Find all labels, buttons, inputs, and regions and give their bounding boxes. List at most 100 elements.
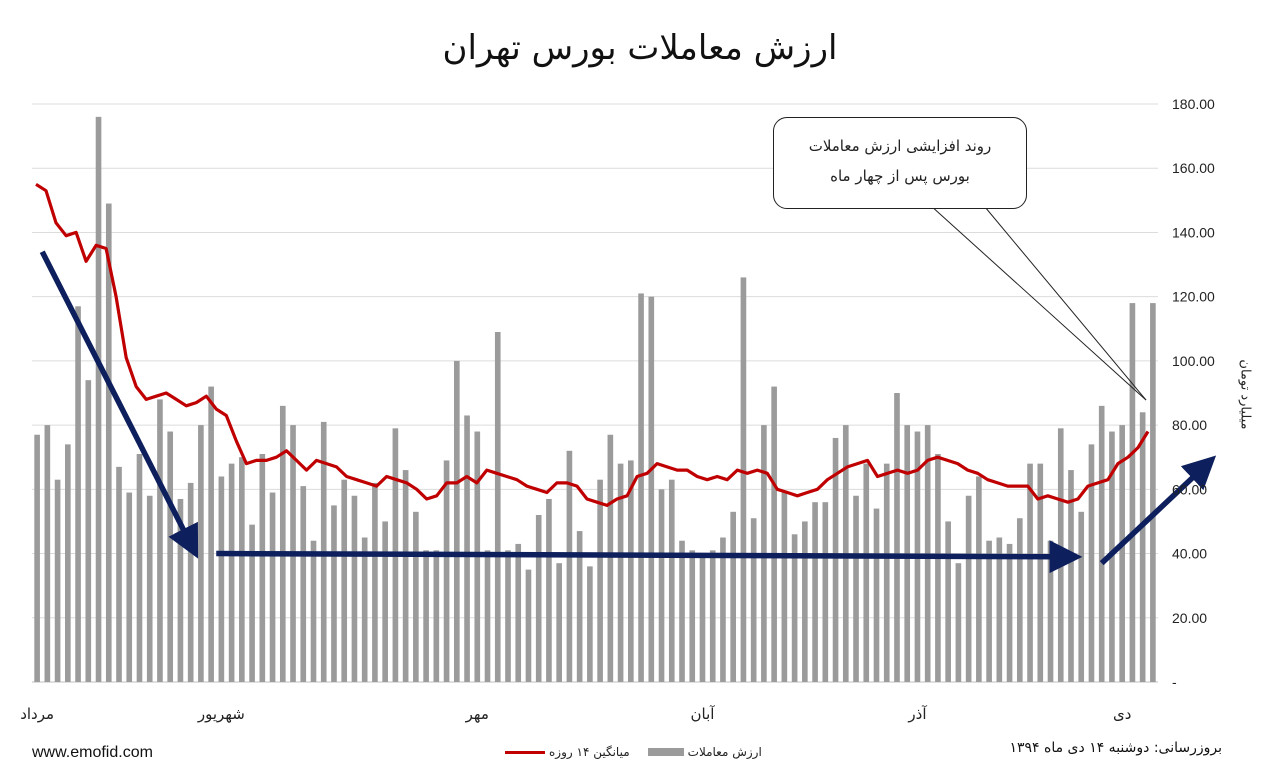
bar: [822, 502, 829, 682]
bar: [945, 521, 951, 682]
bar: [44, 425, 51, 682]
bar: [546, 498, 552, 682]
bar: [494, 331, 501, 682]
bar: [638, 293, 644, 682]
legend-item-bars: ارزش معاملات: [647, 745, 762, 759]
bar: [832, 437, 839, 682]
bar: [863, 463, 870, 682]
bar: [1006, 543, 1013, 682]
bar: [54, 479, 61, 682]
bar: [413, 511, 419, 682]
bar: [34, 434, 40, 682]
bar: [177, 498, 184, 682]
trend-arrows: [39, 250, 1217, 574]
bar: [1016, 518, 1023, 682]
bar: [781, 492, 788, 682]
bar: [617, 463, 624, 682]
y-tick-label: -: [1172, 674, 1177, 690]
legend-label-bars: ارزش معاملات: [687, 745, 762, 759]
bar: [894, 393, 900, 682]
bar: [689, 550, 696, 682]
bar: [65, 444, 71, 682]
callout-pointer: [929, 204, 1147, 401]
callout-line-2: بورس پس از چهار ماه: [830, 167, 970, 185]
bar: [986, 540, 992, 682]
bar: [955, 563, 962, 682]
bar: [1119, 425, 1125, 682]
legend: ارزش معاملات میانگین ۱۴ روزه: [505, 745, 762, 759]
y-tick-label: 120.00: [1172, 289, 1215, 305]
bar: [576, 531, 583, 682]
bar: [331, 505, 337, 682]
y-tick-label: 20.00: [1172, 610, 1207, 626]
bar: [1129, 303, 1136, 682]
trend-arrow: [216, 540, 1083, 574]
callout-pointer-line: [929, 204, 1147, 401]
bar: [740, 277, 747, 682]
bar: [607, 434, 614, 682]
chart-title: ارزش معاملات بورس تهران: [442, 28, 838, 68]
bar: [628, 460, 634, 682]
line-series: [35, 182, 1150, 507]
bar: [853, 495, 859, 682]
bar: [730, 511, 737, 682]
y-tick-label: 80.00: [1172, 417, 1207, 433]
bar: [167, 431, 174, 682]
y-tick-label: 180.00: [1172, 96, 1215, 112]
bar: [300, 486, 307, 682]
x-month-labels: مرداد شهریور مهر آبان آذر دی: [20, 705, 1131, 723]
trend-arrow: [39, 250, 199, 559]
bar: [1150, 303, 1156, 682]
bar: [658, 489, 665, 682]
bar: [372, 482, 378, 682]
bar: [157, 399, 163, 682]
bar: [699, 556, 706, 682]
annotation-callout: روند افزایشی ارزش معاملات بورس پس از چها…: [773, 117, 1027, 209]
bar: [709, 550, 716, 682]
bar: [679, 540, 685, 682]
bar: [453, 360, 460, 682]
bar: [464, 415, 470, 682]
bar: [310, 540, 317, 682]
bar: [95, 116, 102, 683]
bar: [341, 479, 348, 682]
y-tick-label: 140.00: [1172, 224, 1215, 240]
x-month-label: آبان: [691, 705, 716, 723]
trend-arrow: [1099, 455, 1217, 566]
bar: [1047, 540, 1054, 682]
bar: [802, 521, 808, 682]
bar: [484, 550, 491, 682]
bar: [259, 454, 266, 682]
bar: [228, 463, 235, 682]
y-tick-labels: - 20.00 40.00 60.00 80.00 100.00 120.00 140.00 1…: [1172, 96, 1215, 690]
bar: [361, 537, 368, 682]
bar: [1078, 511, 1085, 682]
footer-website[interactable]: www.emofid.com: [32, 744, 153, 761]
bar: [873, 508, 880, 682]
bar: [146, 495, 153, 682]
bar: [996, 537, 1003, 682]
bar: [433, 550, 440, 682]
bar: [976, 476, 982, 682]
bar: [1037, 463, 1044, 682]
bar: [556, 563, 562, 682]
bar: [965, 495, 972, 682]
legend-swatch-line: [505, 750, 545, 754]
bar: [587, 566, 593, 682]
legend-item-line: میانگین ۱۴ روزه: [505, 745, 630, 759]
bar: [750, 518, 757, 682]
bar: [515, 543, 522, 682]
y-axis-label: میلیارد تومان: [1237, 359, 1253, 430]
bar: [597, 479, 603, 682]
legend-label-line: میانگین ۱۴ روزه: [549, 745, 630, 759]
bar: [1068, 470, 1074, 682]
bar: [239, 457, 245, 682]
bar: [1088, 444, 1095, 682]
bar: [269, 492, 276, 682]
bar: [402, 470, 409, 682]
bar: [187, 482, 194, 682]
x-month-label: آذر: [907, 705, 927, 723]
bar: [218, 476, 225, 682]
bar: [116, 466, 122, 682]
